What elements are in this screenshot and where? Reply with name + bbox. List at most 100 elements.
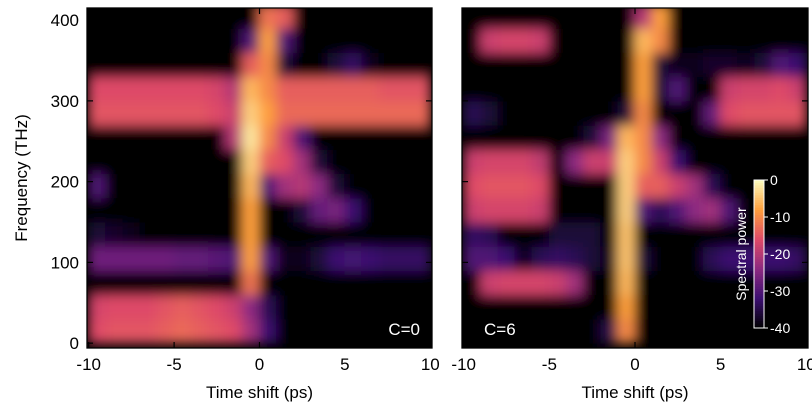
- heatmap-cell: [754, 148, 773, 175]
- heatmap-cell: [754, 76, 773, 102]
- heatmap-cell: [122, 269, 141, 296]
- heatmap-cell: [139, 245, 158, 271]
- heatmap-cell: [514, 197, 533, 223]
- colorbar-step: [754, 236, 764, 240]
- heatmap-cell: [139, 124, 158, 150]
- heatmap-cell: [617, 76, 636, 102]
- heatmap-cell: [361, 27, 380, 53]
- heatmap-cell: [600, 8, 619, 29]
- heatmap-cell: [771, 197, 790, 223]
- heatmap-cell: [190, 51, 209, 78]
- heatmap-cell: [378, 148, 397, 175]
- heatmap-cell: [788, 269, 807, 296]
- heatmap-cell: [685, 318, 705, 344]
- heatmap-cell: [583, 318, 602, 344]
- heatmap-cell: [105, 221, 124, 247]
- heatmap-cell: [378, 294, 397, 320]
- heatmap-cell: [327, 148, 346, 175]
- y-tick-label: 300: [51, 92, 79, 111]
- heatmap-cell: [497, 318, 516, 344]
- heatmap-cell: [480, 100, 499, 126]
- heatmap-cell: [548, 294, 567, 320]
- heatmap-cell: [344, 221, 363, 247]
- heatmap-cell: [685, 100, 705, 126]
- heatmap-cell: [737, 245, 756, 271]
- heatmap-cell: [685, 269, 705, 296]
- heatmap-cell: [122, 51, 141, 78]
- heatmap-cell: [480, 27, 499, 53]
- heatmap-cell: [685, 76, 705, 102]
- heatmap-cell: [617, 221, 636, 247]
- x-tick-label: -5: [542, 355, 557, 374]
- heatmap-cell: [634, 124, 653, 150]
- heatmap-cell: [412, 27, 431, 53]
- colorbar-step: [754, 323, 764, 327]
- heatmap-layer: [88, 8, 431, 344]
- heatmap-cell: [634, 148, 653, 175]
- colorbar-step: [754, 313, 764, 317]
- heatmap-cell: [344, 76, 363, 102]
- heatmap-cell: [139, 173, 158, 199]
- colorbar-step: [754, 286, 764, 290]
- heatmap-cell: [276, 51, 295, 78]
- heatmap-cell: [634, 51, 653, 78]
- heatmap-cell: [463, 221, 482, 247]
- colorbar-tick-label: -10: [770, 209, 790, 225]
- heatmap-cell: [497, 245, 516, 271]
- heatmap-cell: [497, 197, 516, 223]
- heatmap-cell: [634, 197, 653, 223]
- heatmap-cell: [514, 245, 533, 271]
- heatmap-cell: [565, 197, 585, 223]
- heatmap-cell: [737, 51, 756, 78]
- heatmap-cell: [122, 8, 141, 29]
- heatmap-cell: [497, 269, 516, 296]
- heatmap-cell: [259, 148, 278, 175]
- colorbar-step: [754, 261, 764, 265]
- heatmap-cell: [771, 124, 790, 150]
- heatmap-cell: [651, 197, 670, 223]
- heatmap-cell: [617, 148, 636, 175]
- heatmap-cell: [344, 245, 363, 271]
- heatmap-cell: [173, 197, 192, 223]
- heatmap-cell: [480, 245, 499, 271]
- heatmap-cell: [685, 173, 705, 199]
- heatmap-cell: [497, 100, 516, 126]
- heatmap-cell: [720, 269, 739, 296]
- heatmap-cell: [771, 148, 790, 175]
- heatmap-cell: [361, 148, 380, 175]
- colorbar-step: [754, 207, 764, 211]
- heatmap-cell: [514, 27, 533, 53]
- heatmap-cell: [634, 76, 653, 102]
- heatmap-cell: [156, 245, 175, 271]
- colorbar-step: [754, 268, 764, 272]
- heatmap-cell: [788, 245, 807, 271]
- colorbar-step: [754, 224, 764, 228]
- y-tick-label: 200: [51, 173, 79, 192]
- heatmap-cell: [480, 124, 499, 150]
- heatmap-cell: [771, 245, 790, 271]
- colorbar-step: [754, 303, 764, 307]
- heatmap-cell: [156, 51, 175, 78]
- heatmap-cell: [173, 124, 192, 150]
- heatmap-cell: [651, 148, 670, 175]
- heatmap-cell: [207, 245, 226, 271]
- heatmap-cell: [241, 269, 260, 296]
- heatmap-cell: [139, 8, 158, 29]
- heatmap-cell: [720, 27, 739, 53]
- heatmap-cell: [310, 148, 329, 175]
- colorbar-step: [754, 241, 764, 245]
- x-tick-label: 0: [255, 355, 264, 374]
- heatmap-cell: [344, 27, 363, 53]
- heatmap-cell: [548, 197, 567, 223]
- heatmap-cell: [771, 173, 790, 199]
- heatmap-cell: [105, 294, 124, 320]
- heatmap-cell: [565, 51, 585, 78]
- heatmap-cell: [634, 8, 653, 29]
- colorbar-step: [754, 180, 764, 183]
- heatmap-cell: [514, 124, 533, 150]
- heatmap-cell: [412, 100, 431, 126]
- heatmap-cell: [720, 245, 739, 271]
- colorbar-step: [754, 276, 764, 280]
- heatmap-cell: [600, 148, 619, 175]
- heatmap-cell: [190, 173, 209, 199]
